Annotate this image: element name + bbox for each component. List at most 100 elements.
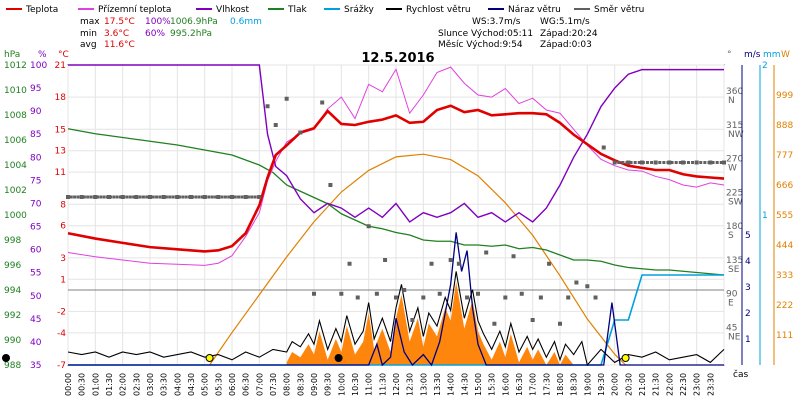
- direction-point: [105, 195, 109, 199]
- direction-point: [158, 195, 162, 199]
- direction-label: NW: [728, 130, 744, 140]
- temperature-tick: 11: [55, 168, 66, 178]
- direction-label: E: [728, 299, 734, 309]
- humidity-tick: 80: [30, 153, 42, 163]
- stats-max-temp: 17.5°C: [104, 17, 135, 27]
- direction-point: [629, 161, 633, 164]
- humidity-tick: 90: [30, 107, 42, 117]
- gust-line: [68, 232, 724, 367]
- direction-point: [476, 291, 480, 296]
- direction-point: [265, 104, 270, 109]
- direction-point: [674, 161, 678, 164]
- direction-point: [99, 195, 103, 199]
- direction-point: [66, 195, 70, 199]
- direction-point: [722, 160, 726, 165]
- x-tick-label: 21:30: [652, 373, 661, 396]
- solar-tick: 888: [776, 121, 793, 131]
- direction-point: [585, 284, 590, 289]
- x-tick-label: 02:00: [119, 373, 128, 396]
- direction-point: [79, 195, 83, 199]
- temperature-unit: °C: [58, 50, 69, 60]
- direction-point: [115, 195, 119, 199]
- direction-point: [394, 295, 398, 300]
- plot-area: [2, 64, 726, 367]
- direction-point: [686, 161, 690, 164]
- direction-point: [355, 295, 360, 300]
- direction-point: [402, 288, 407, 292]
- x-tick-label: 23:30: [706, 373, 715, 396]
- x-tick-label: 12:00: [392, 373, 401, 396]
- legend-label: Přízemní teplota: [98, 5, 171, 15]
- direction-point: [347, 261, 352, 266]
- pressure-tick: 996: [4, 261, 21, 271]
- wind-tick: 1: [745, 335, 751, 345]
- direction-tick: 180: [726, 222, 743, 232]
- direction-point: [662, 161, 666, 164]
- direction-point: [189, 195, 193, 199]
- x-tick-label: 22:30: [679, 373, 688, 396]
- sunset-marker: [621, 354, 630, 362]
- direction-point: [174, 195, 178, 199]
- humidity-unit: %: [38, 50, 47, 60]
- direction-point: [220, 195, 224, 199]
- ground-temperature-line: [67, 66, 725, 266]
- direction-point: [558, 321, 562, 326]
- stats-ws: WS:3.7m/s: [472, 17, 521, 27]
- stats-block: max 17.5°C 100% 1006.9hPa 0.6mm min 3.6°…: [80, 17, 598, 50]
- x-tick-label: 18:00: [556, 373, 565, 396]
- x-axis-label: čas: [733, 369, 748, 380]
- pressure-tick: 994: [4, 286, 21, 296]
- axis-units: hPa % °C ° m/s mm W: [4, 50, 790, 60]
- solar-tick: 666: [776, 181, 793, 191]
- x-tick-label: 00:00: [64, 373, 73, 396]
- wind-area: [286, 281, 574, 365]
- x-tick-label: 07:00: [255, 373, 264, 396]
- direction-point: [243, 195, 247, 199]
- pressure-unit: hPa: [4, 50, 20, 60]
- x-axis: 00:00 00:30 01:00 01:30 02:00 02:30 03:00 03:30…: [64, 373, 715, 396]
- direction-point: [566, 295, 571, 300]
- x-tick-label: 12:30: [406, 373, 415, 396]
- rain-unit: mm: [763, 50, 781, 60]
- direction-label: SW: [728, 197, 743, 207]
- direction-tick: 270: [726, 155, 743, 165]
- x-tick-label: 17:30: [542, 373, 551, 396]
- direction-point: [284, 96, 289, 101]
- rain-tick: 2: [762, 61, 768, 71]
- direction-point: [148, 195, 152, 199]
- solar-tick: 222: [776, 301, 793, 311]
- direction-point: [641, 161, 645, 164]
- direction-point: [107, 195, 111, 199]
- x-tick-label: 16:00: [501, 373, 510, 396]
- legend-label: Tlak: [287, 5, 308, 15]
- direction-point: [125, 195, 129, 199]
- direction-tick: 225: [726, 188, 743, 198]
- temperature-tick: 15: [55, 125, 66, 135]
- direction-point: [178, 195, 182, 199]
- x-tick-label: 11:00: [365, 373, 374, 396]
- x-tick-label: 19:00: [583, 373, 592, 396]
- direction-point: [155, 195, 159, 199]
- direction-point: [421, 295, 426, 300]
- x-tick-label: 16:30: [515, 373, 524, 396]
- x-tick-label: 02:30: [132, 373, 141, 396]
- direction-point: [339, 291, 344, 296]
- legend-label: Vlhkost: [216, 5, 249, 15]
- direction-tick: 90: [726, 290, 738, 300]
- x-tick-label: 23:00: [693, 373, 702, 396]
- x-tick-label: 03:00: [146, 373, 155, 396]
- direction-point: [194, 195, 198, 199]
- direction-point: [191, 195, 195, 199]
- direction-point: [118, 195, 122, 199]
- direction-point: [246, 195, 250, 199]
- direction-point: [210, 195, 214, 199]
- humidity-line: [68, 64, 724, 223]
- solar-tick: 555: [776, 211, 793, 221]
- grid: [67, 64, 725, 366]
- direction-point: [637, 161, 641, 164]
- stats-max-hum: 100%: [145, 17, 171, 27]
- x-tick-label: 20:00: [611, 373, 620, 396]
- direction-point: [617, 161, 621, 164]
- stats-min-hum: 60%: [145, 29, 165, 39]
